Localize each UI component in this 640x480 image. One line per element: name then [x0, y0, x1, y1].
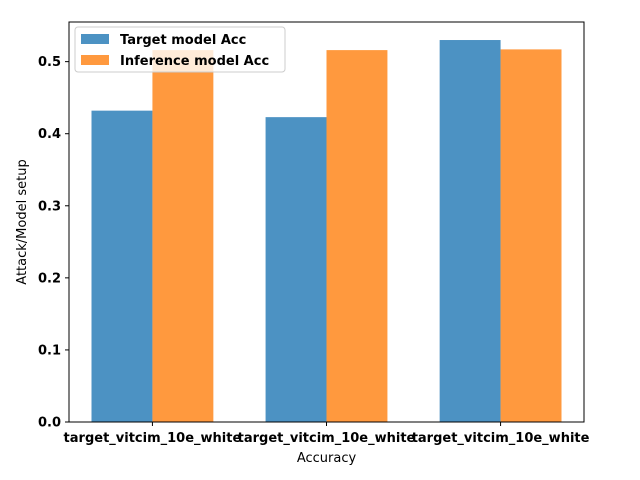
y-tick-label: 0.3: [38, 199, 61, 214]
legend-label-target-model: Target model Acc: [120, 33, 246, 48]
legend-frame: [74, 26, 286, 73]
y-tick-label: 0.4: [38, 127, 61, 142]
x-tick-label: target_vitcim_10e_white: [238, 431, 416, 446]
x-tick-label: target_vitcim_10e_white: [412, 431, 590, 446]
y-tick-label: 0.2: [38, 271, 61, 286]
legend-swatch-target-model: [81, 34, 109, 44]
bar-target-model-0: [91, 110, 153, 423]
y-tick-label: 0.1: [38, 343, 61, 358]
bar-inference-model-1: [326, 50, 388, 423]
x-tick-label: target_vitcim_10e_white: [64, 431, 242, 446]
legend: Target model Acc Inference model Acc: [74, 26, 286, 73]
bar-target-model-1: [265, 117, 327, 422]
legend-swatch-inference-model: [81, 55, 109, 65]
legend-label-inference-model: Inference model Acc: [120, 54, 269, 69]
y-tick-label: 0.0: [38, 416, 61, 431]
bars-layer: [91, 40, 562, 423]
y-axis-label: Attack/Model setup: [15, 159, 30, 284]
bar-inference-model-0: [152, 50, 214, 423]
bar-target-model-2: [439, 40, 501, 423]
x-axis-label: Accuracy: [297, 451, 357, 466]
bar-inference-model-2: [500, 49, 562, 422]
y-tick-label: 0.5: [38, 55, 61, 70]
ticks-layer: 0.0 0.1 0.2 0.3 0.4 0.5 target_vitcim_10e_whit…: [38, 55, 590, 446]
